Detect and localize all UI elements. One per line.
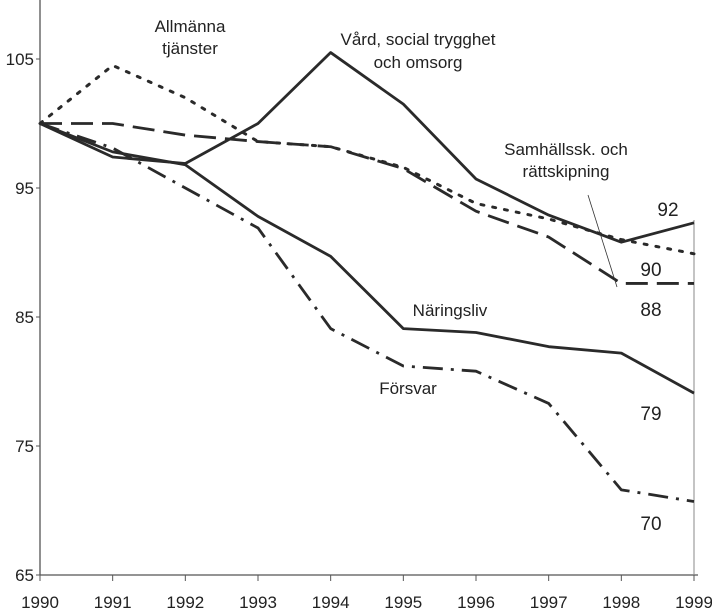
series-name-label: Näringsliv (413, 301, 488, 320)
x-tick-label: 1998 (602, 593, 640, 612)
y-tick-label: 75 (15, 437, 34, 456)
series-name-label: Vård, social trygghet (341, 30, 496, 49)
y-tick-label: 65 (15, 566, 34, 585)
series-line-3 (39, 122, 695, 395)
end-value-label: 92 (657, 200, 678, 221)
x-tick-label: 1996 (457, 593, 495, 612)
end-value-label: 88 (640, 300, 661, 321)
y-tick-label: 85 (15, 308, 34, 327)
series-line-4 (39, 122, 695, 503)
leader-line (587, 194, 618, 288)
x-tick-label: 1997 (530, 593, 568, 612)
series-line-2 (40, 122, 694, 285)
x-tick-label: 1994 (312, 593, 350, 612)
series-name-label: rättskipning (523, 162, 610, 181)
end-value-label: 90 (640, 260, 661, 281)
series-lines (38, 51, 696, 503)
end-value-label: 79 (640, 404, 661, 425)
x-tick-label: 1999 (675, 593, 712, 612)
series-name-label: tjänster (162, 39, 218, 58)
x-tick-label: 1995 (384, 593, 422, 612)
x-tick-label: 1991 (94, 593, 132, 612)
series-name-label: Försvar (379, 379, 437, 398)
series-name-label: och omsorg (374, 53, 463, 72)
series-labels: Allmänna tjänster 90 Vård, social trygghet o… (155, 17, 679, 535)
x-tick-label: 1992 (166, 593, 204, 612)
series-name-label: Allmänna (155, 17, 226, 36)
y-tick-label: 95 (15, 179, 34, 198)
axes: 65 75 85 95 105 1990 1991 1992 1993 1994 1995 1996 1… (6, 0, 712, 612)
x-tick-label: 1993 (239, 593, 277, 612)
end-value-label: 70 (640, 514, 661, 535)
series-name-label: Samhällssk. och (504, 140, 628, 159)
x-tick-label: 1990 (21, 593, 59, 612)
y-tick-label: 105 (6, 50, 34, 69)
series-line-1 (39, 51, 695, 244)
